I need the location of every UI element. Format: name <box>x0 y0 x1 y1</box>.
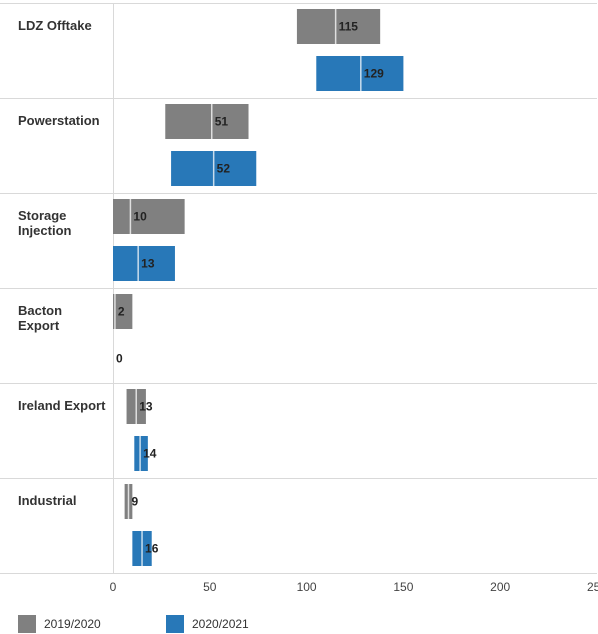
value-label-industrial-2019-2020: 9 <box>131 495 138 509</box>
category-label-bacton-export: Bacton Export <box>18 303 62 333</box>
legend-swatch-2019-2020 <box>18 615 36 633</box>
bars: 115 129 51 52 10 13 2 0 13 14 9 16 <box>113 9 404 566</box>
value-label-bacton-export-2019-2020: 2 <box>118 305 125 319</box>
category-label-ireland-export: Ireland Export <box>18 398 106 413</box>
value-label-bacton-export-2020-2021: 0 <box>116 352 123 366</box>
legend-label-2019-2020: 2019/2020 <box>44 617 101 631</box>
bar-ireland-export-2020-2021 <box>134 436 148 471</box>
value-label-ireland-export-2019-2020: 13 <box>139 400 153 414</box>
bar-storage-injection-2019-2020 <box>113 199 185 234</box>
category-labels: LDZ Offtake Powerstation Storage Injection B… <box>18 18 106 508</box>
x-tick-label-50: 50 <box>203 580 217 594</box>
category-label-ldz-offtake: LDZ Offtake <box>18 18 92 33</box>
value-label-powerstation-2019-2020: 51 <box>215 115 229 129</box>
value-label-industrial-2020-2021: 16 <box>145 542 159 556</box>
legend-swatch-2020-2021 <box>166 615 184 633</box>
category-label-industrial: Industrial <box>18 493 77 508</box>
bar-ldz-offtake-2020-2021 <box>316 56 404 91</box>
x-tick-label-0: 0 <box>110 580 117 594</box>
x-axis-ticks: 0 50 100 150 200 250 <box>110 580 598 594</box>
x-tick-label-250: 250 <box>587 580 598 594</box>
category-label-storage-injection: Storage Injection <box>18 208 72 238</box>
value-label-powerstation-2020-2021: 52 <box>217 162 231 176</box>
x-tick-label-150: 150 <box>393 580 413 594</box>
legend-label-2020-2021: 2020/2021 <box>192 617 249 631</box>
value-label-ireland-export-2020-2021: 14 <box>143 447 157 461</box>
legend-item-2019-2020: 2019/2020 <box>18 614 101 634</box>
bar-powerstation-2019-2020 <box>165 104 249 139</box>
grid <box>0 3 597 574</box>
bar-bacton-export-2019-2020 <box>113 294 133 329</box>
value-label-storage-injection-2020-2021: 13 <box>141 257 155 271</box>
legend-item-2020-2021: 2020/2021 <box>166 614 249 634</box>
value-label-storage-injection-2019-2020: 10 <box>133 210 147 224</box>
bar-ldz-offtake-2019-2020 <box>296 9 381 44</box>
x-tick-label-100: 100 <box>297 580 317 594</box>
category-label-powerstation: Powerstation <box>18 113 100 128</box>
value-label-ldz-offtake-2019-2020: 115 <box>339 20 359 34</box>
value-label-ldz-offtake-2020-2021: 129 <box>364 67 384 81</box>
x-tick-label-200: 200 <box>490 580 510 594</box>
bar-storage-injection-2020-2021 <box>113 246 175 281</box>
